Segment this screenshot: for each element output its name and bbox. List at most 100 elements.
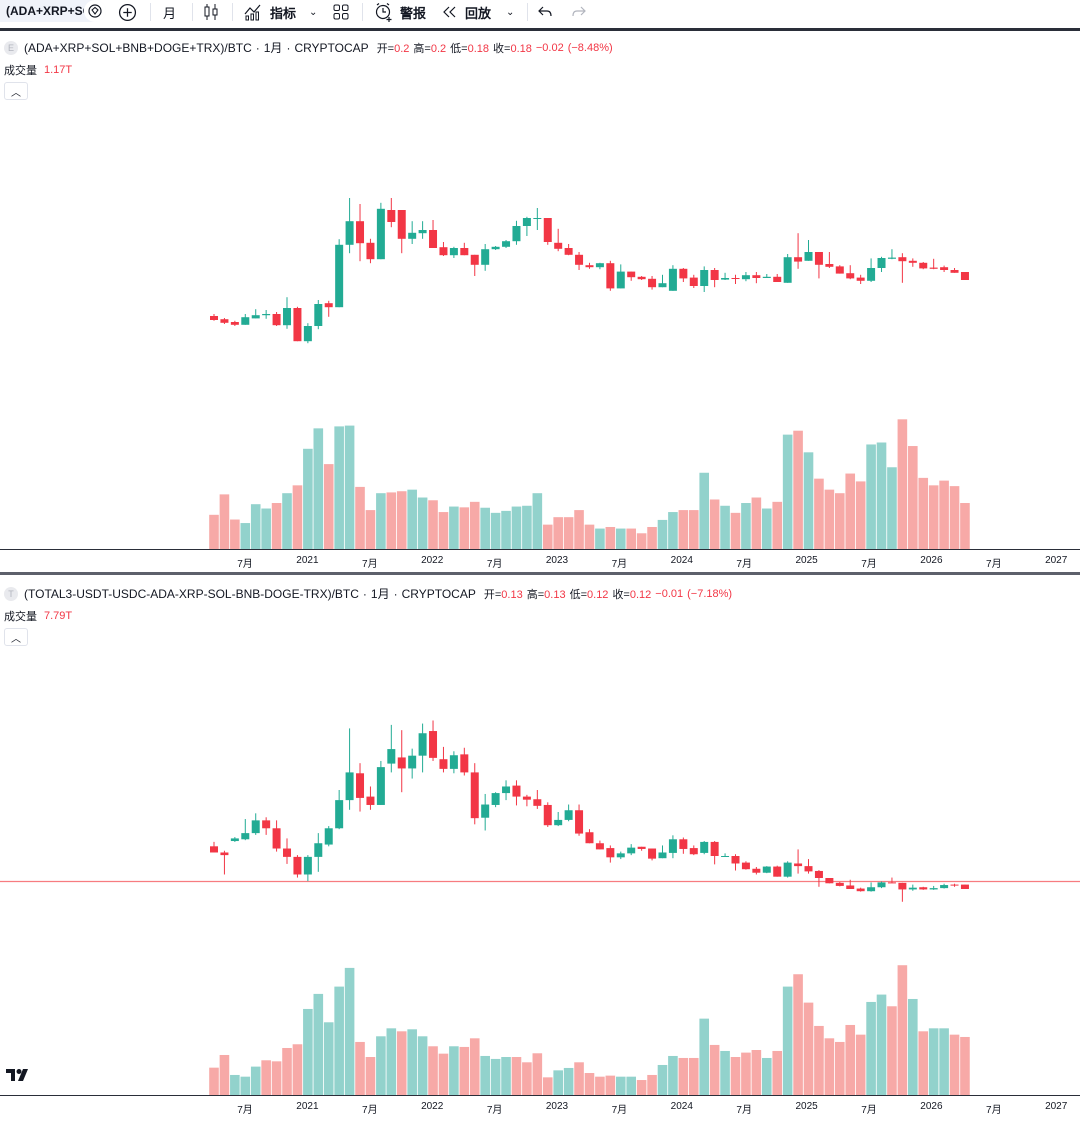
candle-body [554, 819, 563, 826]
indicators-dropdown-button[interactable]: ⌄ [309, 0, 317, 24]
close-label: 收= [612, 588, 630, 601]
candle-body [512, 226, 521, 242]
pane1-symbol-title[interactable]: (ADA+XRP+SOL+BNB+DOGE+TRX)/BTC [24, 40, 252, 55]
candle-body [710, 270, 719, 280]
volume-bar [803, 452, 814, 549]
change-percent: (−8.48%) [567, 41, 613, 54]
candles-icon [204, 4, 218, 20]
candle-body [533, 218, 542, 219]
candle-body [314, 843, 323, 857]
candle-body [804, 252, 813, 261]
volume-bar [835, 1041, 845, 1095]
volume-bar [876, 994, 887, 1095]
candle-body [491, 793, 500, 805]
pane2-symbol-title[interactable]: (TOTAL3-USDT-USDC-ADA-XRP-SOL-BNB-DOGE-T… [24, 586, 359, 601]
candle-body [658, 283, 667, 288]
volume-bar [209, 514, 219, 549]
candle-body [648, 848, 657, 859]
volume-bar [793, 974, 803, 1095]
pane-separator[interactable] [0, 572, 1080, 575]
open-label: 开= [376, 42, 395, 55]
candle-body [898, 882, 907, 890]
volume-bar [803, 1002, 814, 1095]
volume-bar [459, 507, 470, 549]
pane1-chart[interactable] [0, 30, 1080, 549]
redo-button[interactable] [572, 0, 586, 24]
candle-body [627, 847, 636, 854]
top-toolbar: (ADA+XRP+SOL+BNB+DOGE+TRX)/BTC 月 指标 ⌄ 警报… [0, 0, 1080, 28]
candle-body [606, 263, 615, 289]
volume-bar [636, 1080, 647, 1095]
undo-button[interactable] [538, 0, 552, 24]
candle-body [272, 828, 281, 849]
change-value: −0.02 [535, 41, 564, 54]
layout-button[interactable] [333, 0, 349, 24]
volume-bar [761, 1057, 772, 1095]
volume-bar [657, 519, 668, 549]
add-symbol-button[interactable] [118, 0, 137, 24]
candle-body [283, 848, 292, 857]
time-axis-tick-label: 2024 [670, 1101, 693, 1112]
volume-label[interactable]: 成交量 [4, 611, 37, 623]
volume-bar [835, 493, 845, 549]
candle-body [272, 314, 281, 326]
candle-body [700, 270, 709, 286]
volume-bar [668, 512, 678, 549]
indicators-button[interactable]: 指标 [244, 0, 296, 24]
candle-body [356, 773, 365, 798]
tradingview-logo[interactable] [6, 1068, 32, 1087]
alert-button[interactable]: 警报 [374, 0, 426, 24]
time-axis-tick-label: 7月 [237, 1105, 253, 1116]
candle-body [762, 276, 771, 278]
candle-body [376, 767, 385, 805]
volume-bar [939, 1028, 949, 1095]
volume-bar [866, 1001, 876, 1095]
interval-button[interactable]: 月 [163, 0, 176, 24]
volume-bar [949, 486, 960, 549]
candle-body [481, 249, 490, 265]
volume-bar [751, 497, 762, 549]
volume-label[interactable]: 成交量 [4, 65, 37, 77]
time-axis-tick-label: 2027 [1045, 555, 1068, 566]
replay-dropdown-button[interactable]: ⌄ [506, 0, 514, 24]
time-axis-tick-label: 2022 [421, 1101, 444, 1112]
candle-body [856, 277, 865, 281]
time-axis-tick-label: 2026 [920, 1101, 943, 1112]
toolbar-divider [0, 28, 1080, 31]
volume-bar [918, 477, 929, 549]
candle-body [856, 888, 865, 892]
volume-bar [323, 464, 334, 549]
candle-body [794, 863, 803, 867]
volume-bar [219, 494, 230, 549]
candle-body [814, 870, 823, 878]
volume-bar [407, 489, 417, 549]
pane1-time-axis[interactable]: 7月 2021 7月 2022 7月 2023 7月 2024 7月 2025 7月 2026 7月 20… [0, 555, 1080, 570]
redo-icon [572, 6, 586, 17]
compare-symbol-button[interactable] [84, 0, 106, 22]
candle-body [658, 852, 667, 859]
candle-body [470, 254, 479, 265]
candle-body [303, 856, 312, 875]
volume-bar [480, 507, 490, 549]
chart-type-button[interactable] [203, 0, 219, 24]
replay-button[interactable]: 回放 [443, 0, 491, 24]
volume-bar [459, 1046, 470, 1095]
volume-bar [908, 998, 918, 1095]
collapse-legend-button[interactable]: ︿ [4, 628, 28, 646]
symbol-search-button[interactable]: (ADA+XRP+SOL+BNB+DOGE+TRX)/BTC [0, 0, 106, 22]
interval-label: 月 [163, 5, 177, 21]
volume-bar [230, 1074, 240, 1095]
candle-body [356, 221, 365, 244]
pane2-chart[interactable] [0, 576, 1080, 1095]
time-axis-tick-label: 2021 [296, 1101, 319, 1112]
close-label: 收= [493, 42, 511, 55]
candle-body [637, 276, 646, 280]
candle-body [940, 885, 949, 889]
separator-dot: · [286, 40, 291, 55]
volume-bar [553, 1070, 563, 1095]
volume-value: 7.79T [44, 610, 73, 622]
pane2-time-axis[interactable]: 7月 2021 7月 2022 7月 2023 7月 2024 7月 2025 7月 2026 7月 20… [0, 1101, 1080, 1116]
time-axis-tick-label: 7月 [237, 559, 253, 570]
collapse-legend-button[interactable]: ︿ [4, 82, 28, 100]
candle-body [929, 888, 938, 890]
